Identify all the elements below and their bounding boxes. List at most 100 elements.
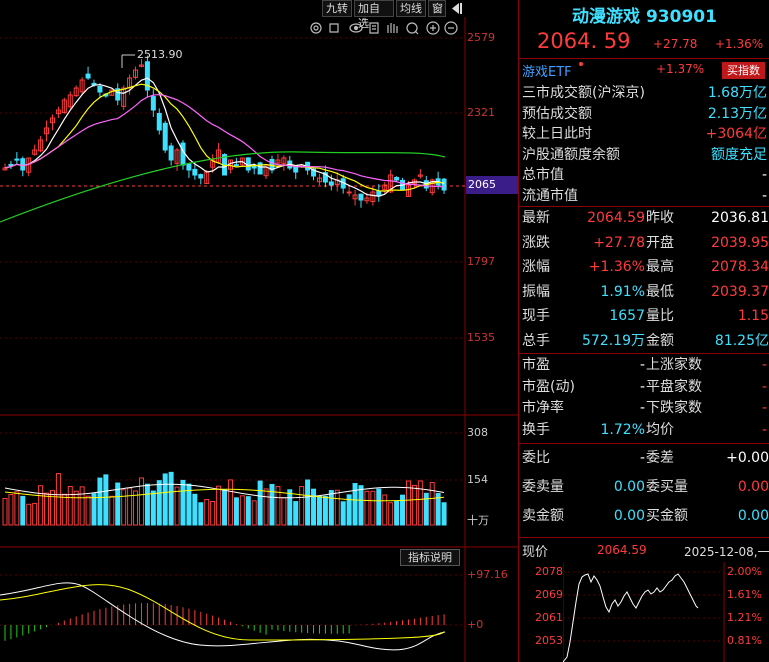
intraday-date: 2025-12-08,一 xyxy=(684,545,769,559)
volume-bar xyxy=(376,488,382,526)
add-watchlist-button[interactable]: 加自选 xyxy=(354,0,394,30)
volume-bar xyxy=(222,489,228,526)
count-row: 市盈(动) - 平盘家数 - xyxy=(519,377,769,397)
market-info-row: 预估成交额 2.13万亿 xyxy=(519,104,769,124)
current-price-tag: 2065 xyxy=(466,176,518,194)
window-button[interactable]: 窗 xyxy=(428,0,446,17)
volume-bar xyxy=(352,483,358,526)
order-label: 卖金额 xyxy=(522,508,564,524)
volume-bar xyxy=(55,473,61,526)
stat-label: 振幅 xyxy=(522,283,550,300)
intraday-price-tick: 2061 xyxy=(535,611,563,624)
moving-average-button[interactable]: 均线 xyxy=(396,0,426,17)
volume-bar xyxy=(322,495,328,526)
intraday-pct-tick: 1.21% xyxy=(727,611,762,624)
candle-body xyxy=(346,191,352,194)
volume-bar xyxy=(328,490,334,526)
hand-icon xyxy=(387,23,398,33)
count-row: 换手 1.72% 均价 - xyxy=(519,420,769,440)
volume-bar xyxy=(316,495,322,526)
stat-label: 总手 xyxy=(522,332,550,349)
volume-bar xyxy=(251,500,257,526)
volume-bar xyxy=(2,497,8,526)
candle-body xyxy=(150,96,156,111)
stat-value: +1.36% xyxy=(588,259,645,275)
stat-label: 现手 xyxy=(522,308,550,324)
stat-value: 2039.37 xyxy=(711,283,769,300)
candle-body xyxy=(67,94,73,108)
volume-bar xyxy=(281,497,287,526)
volume-bar xyxy=(115,482,121,526)
order-value: 0.00 xyxy=(737,479,769,495)
candle-body xyxy=(257,162,263,175)
quote-stat-row: 总手 572.19万 金额 81.25亿 xyxy=(519,331,769,351)
candle-body xyxy=(394,176,400,181)
candle-body xyxy=(32,149,38,155)
volume-bar xyxy=(346,494,352,526)
volume-bar xyxy=(423,492,429,526)
stat-label: 最高 xyxy=(646,259,674,275)
volume-bar xyxy=(299,486,305,526)
stat-value: +27.78 xyxy=(593,234,645,251)
stat-label: 量比 xyxy=(646,308,674,324)
count-value: - xyxy=(639,378,645,395)
candle-body xyxy=(417,174,423,177)
market-info-value: 2.13万亿 xyxy=(707,105,767,122)
candle-body xyxy=(388,174,394,193)
market-info-row: 沪股通额度余额 额度充足 xyxy=(519,145,769,165)
kline-chart-area[interactable]: 九转 加自选 均线 窗 xyxy=(0,0,518,662)
volume-bar xyxy=(138,477,144,526)
count-label: 市净率 xyxy=(522,400,564,416)
candle-body xyxy=(198,174,204,179)
indicator-help-button[interactable]: 指标说明 xyxy=(400,549,460,566)
candle-body xyxy=(311,168,317,177)
gear-icon xyxy=(310,22,322,34)
intraday-pct-tick: 2.00% xyxy=(727,565,762,578)
intraday-chart[interactable] xyxy=(563,562,725,662)
document-icon xyxy=(369,22,379,34)
etf-dot-icon xyxy=(579,62,583,66)
candle-body xyxy=(251,165,257,169)
volume-bar xyxy=(358,485,364,526)
count-label: 市盈(动) xyxy=(522,378,575,395)
volume-bar xyxy=(180,479,186,526)
volume-bar xyxy=(210,501,216,526)
volume-bar xyxy=(263,488,269,526)
candle-body xyxy=(8,163,14,166)
nine-turn-button[interactable]: 九转 xyxy=(322,0,352,17)
volume-bar xyxy=(293,501,299,526)
index-price: 2064. 59 xyxy=(537,29,631,53)
candle-body xyxy=(61,99,67,113)
candle-body xyxy=(245,157,251,171)
buy-index-button[interactable]: 买指数 xyxy=(722,62,765,79)
candle-body xyxy=(382,184,388,191)
candle-body xyxy=(216,149,222,163)
macd-dea-line xyxy=(0,584,446,641)
volume-bar xyxy=(216,485,222,526)
zoom-in-icon xyxy=(426,21,440,35)
indicator-y-tick: +0 xyxy=(467,618,484,631)
market-info-label: 流通市值 xyxy=(522,187,578,204)
stat-label: 金额 xyxy=(646,332,674,349)
volume-bar xyxy=(227,479,233,526)
intraday-price-tick: 2078 xyxy=(535,565,563,578)
etf-link[interactable]: 游戏ETF xyxy=(522,65,572,80)
candle-body xyxy=(192,168,198,176)
candle-body xyxy=(14,158,20,161)
candle-body xyxy=(168,145,174,161)
volume-bar xyxy=(382,494,388,526)
volume-bar xyxy=(269,483,275,526)
intraday-label: 现价 xyxy=(522,545,549,560)
volume-bar xyxy=(49,490,55,526)
order-value: 0.00 xyxy=(613,508,645,524)
volume-bar xyxy=(61,493,67,526)
stat-value: 2078.34 xyxy=(711,259,769,275)
volume-bar xyxy=(144,483,150,526)
volume-bar xyxy=(340,501,346,526)
count-row: 市盈 - 上涨家数 - xyxy=(519,355,769,375)
collapse-icon[interactable] xyxy=(448,0,464,17)
volume-bar xyxy=(67,485,73,526)
chart-tools-icon-row xyxy=(308,20,464,40)
intraday-pct-tick: 1.61% xyxy=(727,588,762,601)
candle-body xyxy=(162,122,168,151)
